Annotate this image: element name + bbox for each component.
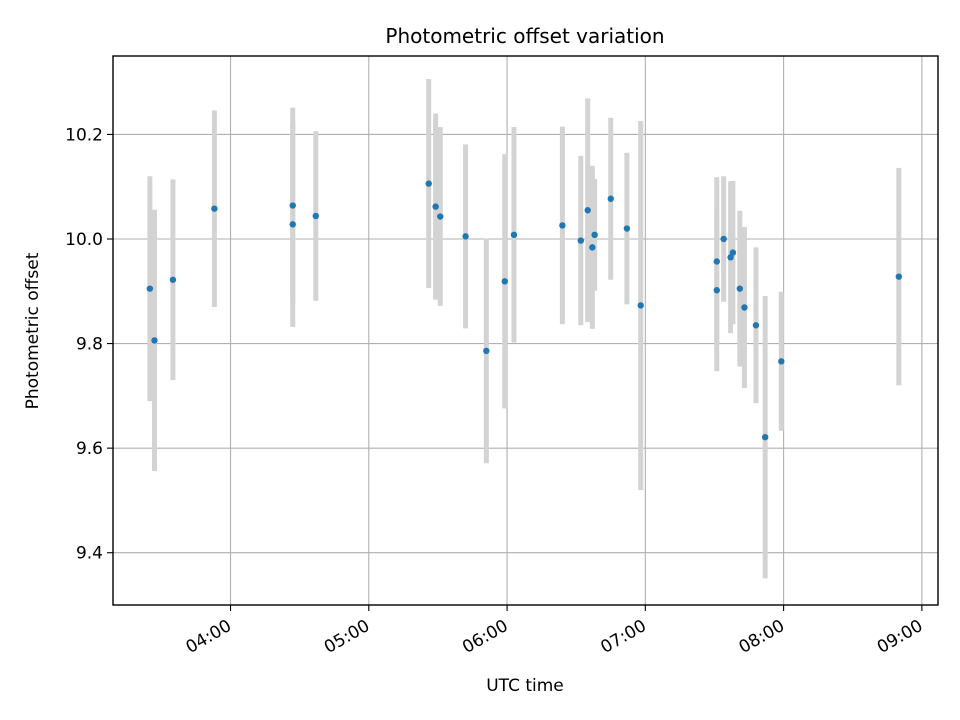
data-point <box>895 273 903 280</box>
data-point <box>483 347 490 355</box>
data-point <box>741 304 748 311</box>
data-point <box>211 205 218 212</box>
data-point <box>713 287 720 294</box>
data-point <box>778 358 785 365</box>
data-point <box>591 231 598 239</box>
data-point <box>501 278 508 285</box>
y-tick-label: 10.2 <box>65 125 103 145</box>
data-point <box>151 337 158 344</box>
data-point <box>146 285 154 292</box>
y-tick-label: 9.8 <box>76 335 103 355</box>
data-point <box>589 244 596 251</box>
data-point <box>637 302 644 309</box>
y-tick-label: 10.0 <box>65 230 103 250</box>
data-point <box>736 285 744 292</box>
data-point <box>432 203 439 210</box>
y-tick-label: 9.4 <box>76 544 103 564</box>
data-point <box>607 195 614 202</box>
plot-frame <box>112 55 939 606</box>
y-tick-label: 9.6 <box>76 439 103 459</box>
data-point <box>713 258 720 265</box>
y-axis-label: Photometric offset <box>23 252 43 409</box>
chart-title: Photometric offset variation <box>385 24 664 48</box>
data-point <box>577 237 585 244</box>
data-point <box>462 233 469 240</box>
y-axis-ticks: 9.4 9.6 9.8 10.0 10.2 <box>65 125 113 564</box>
data-points <box>146 180 903 441</box>
data-point <box>752 322 760 329</box>
data-point <box>289 221 296 228</box>
data-point <box>584 207 591 214</box>
data-point <box>437 213 444 220</box>
x-axis-label: UTC time <box>486 676 564 696</box>
data-point <box>312 212 319 220</box>
data-point <box>510 231 518 239</box>
data-point <box>720 235 727 243</box>
data-point <box>425 180 432 187</box>
data-point <box>169 276 177 283</box>
data-point <box>559 222 566 229</box>
data-point <box>623 225 631 232</box>
data-point <box>289 202 296 209</box>
data-point <box>729 249 737 256</box>
data-point <box>761 433 769 441</box>
